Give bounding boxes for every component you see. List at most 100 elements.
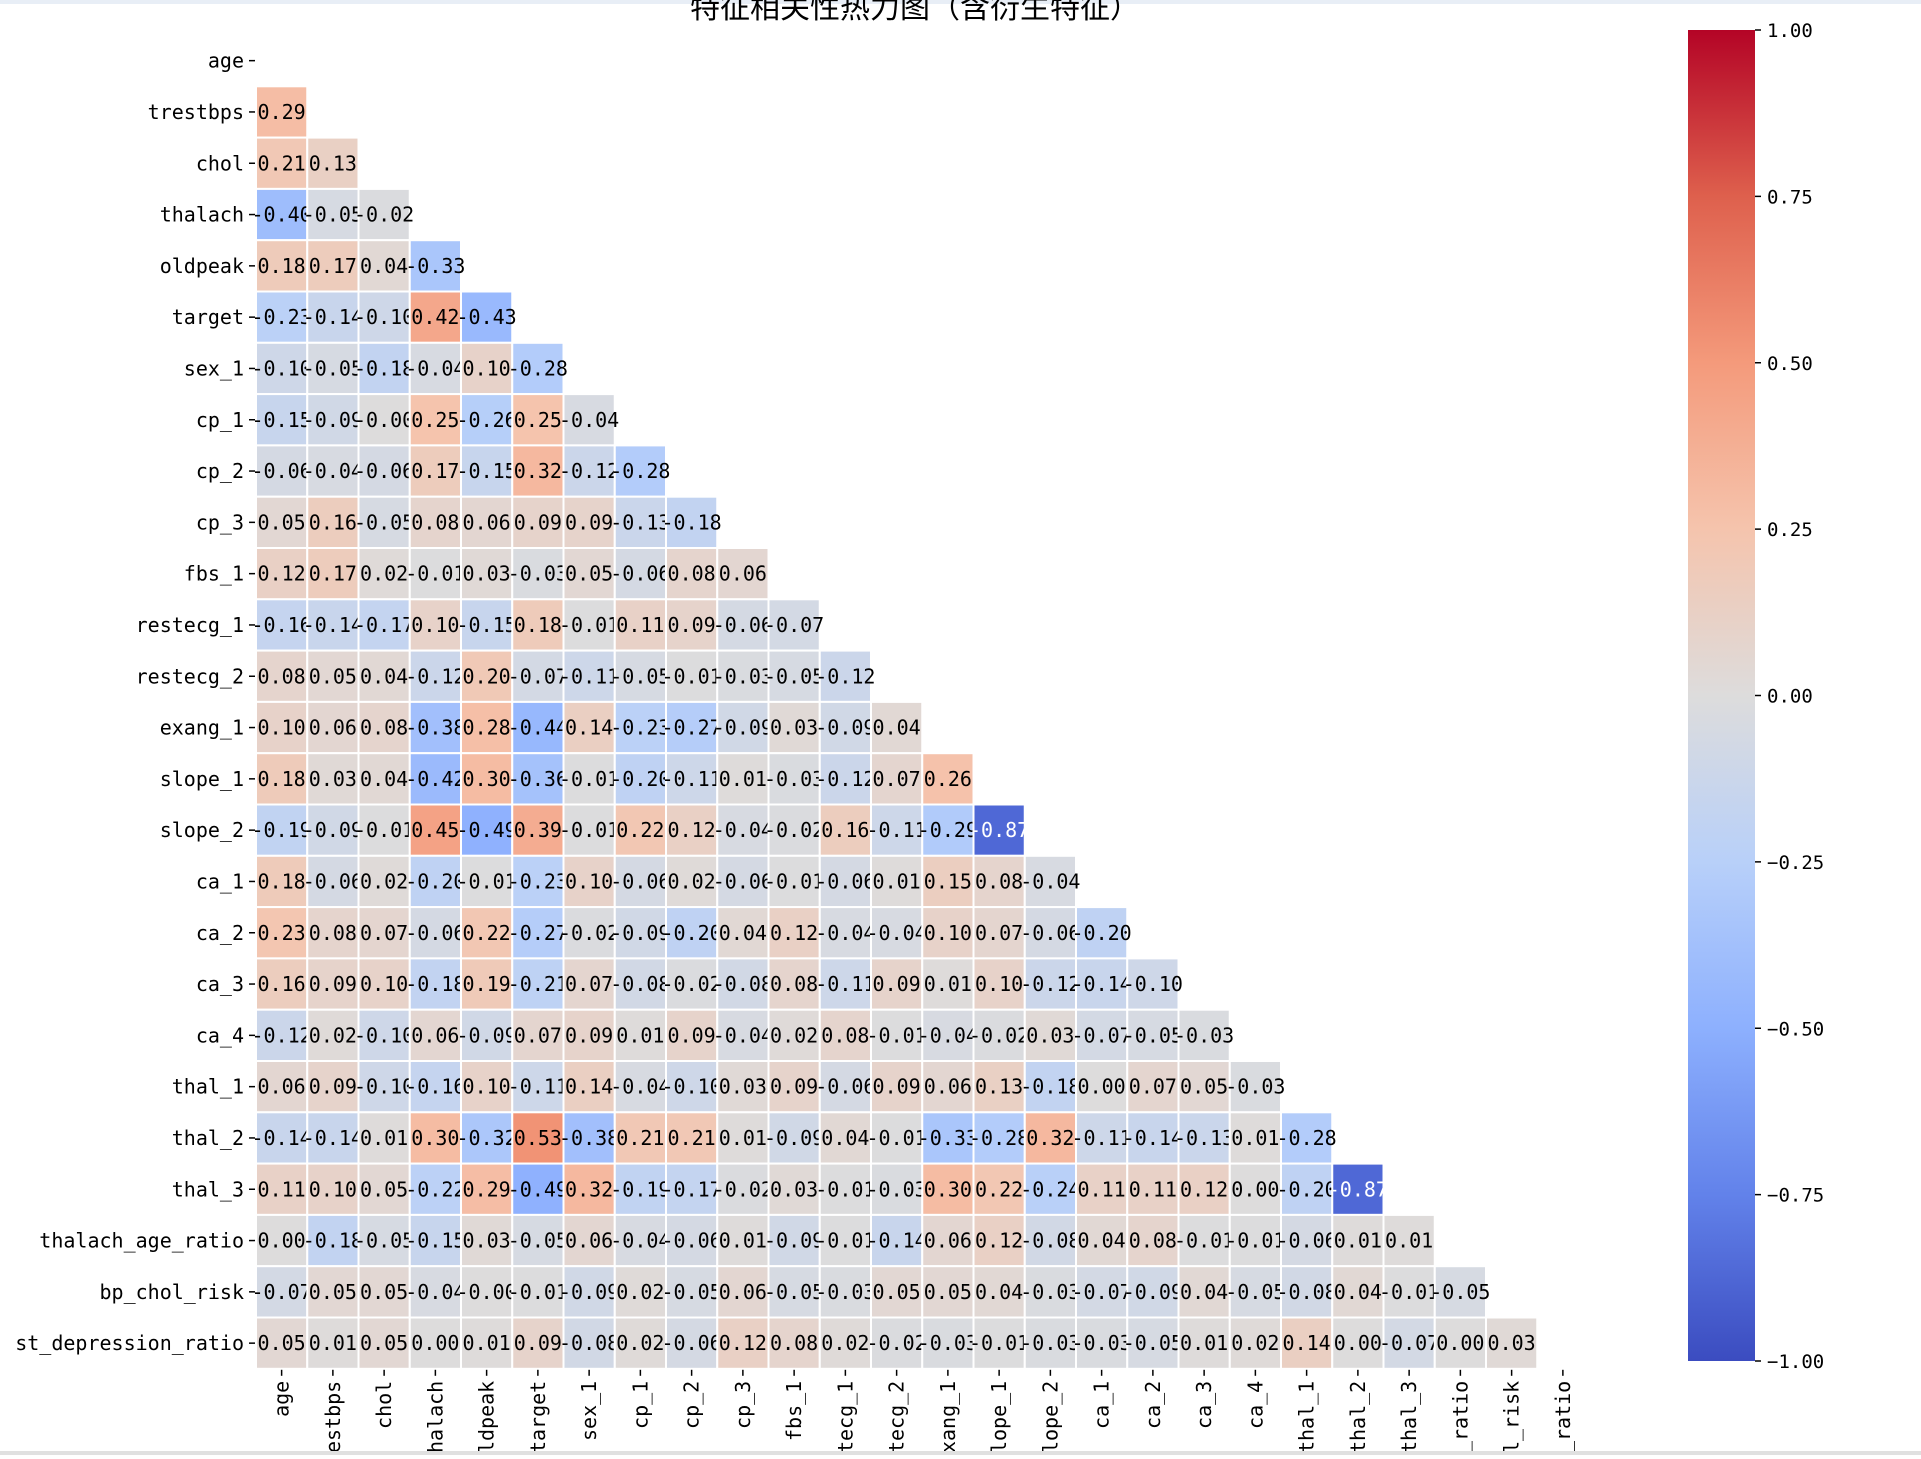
row-tick-label: target — [172, 305, 244, 329]
cell-value-label: -0.03 — [867, 1177, 927, 1201]
cell-value-label: -0.10 — [1123, 972, 1183, 996]
cell-value-label: 0.08 — [821, 1023, 869, 1047]
cell-value-label: 0.20 — [463, 664, 511, 688]
heatmap-cell — [1023, 1265, 1077, 1319]
cell-value-label: -0.05 — [764, 664, 824, 688]
heatmap-cell — [357, 290, 411, 344]
cell-value-label: -0.18 — [405, 972, 465, 996]
row-tick-label: thal_1 — [172, 1075, 244, 1099]
cell-value-label: -0.08 — [1020, 1229, 1080, 1253]
column-tick-label: n_ratio — [1551, 1381, 1575, 1455]
cell-value-label: -0.06 — [713, 613, 773, 637]
cell-value-label: 0.18 — [258, 767, 306, 791]
cell-value-label: 0.07 — [975, 921, 1023, 945]
heatmap-cell — [1280, 1111, 1334, 1165]
cell-value-label: -0.01 — [969, 1331, 1029, 1355]
cell-value-label: 0.04 — [1334, 1280, 1382, 1304]
cell-value-label: 0.26 — [924, 767, 972, 791]
column-tick-label: exang_1 — [936, 1381, 960, 1455]
cell-value-label: -0.11 — [662, 767, 722, 791]
row-tick-label: trestbps — [148, 100, 244, 124]
cell-value-label: -0.18 — [662, 510, 722, 534]
heatmap-cell — [255, 649, 309, 703]
cell-value-label: 0.14 — [1283, 1331, 1331, 1355]
cell-value-label: 0.04 — [360, 254, 408, 278]
cell-value-label: -0.09 — [457, 1023, 517, 1047]
heatmap-cell — [511, 1162, 565, 1216]
cell-value-label: 0.02 — [821, 1331, 869, 1355]
cell-value-label: -0.06 — [354, 459, 414, 483]
cell-value-label: 0.18 — [258, 869, 306, 893]
row-tick-labels: age trestbps chol thalach oldpeak target sex_1… — [15, 49, 255, 1355]
cell-value-label: 0.16 — [821, 818, 869, 842]
heatmap-cell — [921, 1162, 975, 1216]
cell-value-label: -0.14 — [1072, 972, 1132, 996]
heatmap-cell — [357, 393, 411, 447]
cell-value-label: 0.01 — [719, 1229, 767, 1253]
cell-value-label: 0.00 — [1436, 1331, 1484, 1355]
cell-value-label: 0.22 — [616, 818, 664, 842]
cell-value-label: 0.17 — [309, 562, 357, 586]
cell-value-label: -0.06 — [610, 869, 670, 893]
heatmap-cell — [562, 957, 616, 1011]
cell-value-label: -0.06 — [405, 921, 465, 945]
cell-value-label: -0.05 — [303, 203, 363, 227]
colorbar-tick-label: −0.50 — [1767, 1018, 1824, 1040]
cell-value-label: 0.10 — [463, 356, 511, 380]
heatmap-cell — [613, 547, 667, 601]
heatmap-cell — [767, 957, 821, 1011]
cell-value-label: -0.26 — [457, 408, 517, 432]
column-tick-label: fbs_1 — [782, 1381, 806, 1441]
heatmap-cell — [255, 136, 309, 190]
row-tick-label: thal_2 — [172, 1126, 244, 1150]
cell-value-label: -0.03 — [1225, 1075, 1285, 1099]
heatmap-cell — [767, 752, 821, 806]
heatmap-cell — [1177, 1213, 1231, 1268]
heatmap-cell — [716, 957, 770, 1011]
heatmap-cell — [511, 1111, 565, 1165]
cell-value-label: 0.04 — [975, 1280, 1023, 1304]
cell-value-label: 0.05 — [309, 1280, 357, 1304]
cell-value-label: 0.09 — [309, 1075, 357, 1099]
colorbar-tick-label: −1.00 — [1767, 1351, 1824, 1373]
heatmap-cell — [460, 1008, 514, 1063]
heatmap-cell — [408, 1213, 462, 1268]
cell-value-label: -0.06 — [713, 869, 773, 893]
cell-value-label: 0.30 — [411, 1126, 459, 1150]
row-tick-label: cp_3 — [196, 510, 244, 534]
cell-value-label: -0.06 — [662, 1331, 722, 1355]
cell-value-label: -0.05 — [354, 510, 414, 534]
heatmap-cell — [1433, 1265, 1487, 1319]
cell-value-label: 0.21 — [616, 1126, 664, 1150]
heatmap-cell — [306, 1316, 360, 1370]
cell-value-label: 0.02 — [309, 1023, 357, 1047]
cell-value-label: -0.10 — [252, 356, 312, 380]
cell-value-label: -0.04 — [303, 459, 363, 483]
cell-value-label: -0.23 — [252, 305, 312, 329]
cell-value-label: 0.01 — [1231, 1126, 1279, 1150]
cell-value-label: 0.02 — [616, 1280, 664, 1304]
cell-value-label: -0.01 — [867, 1023, 927, 1047]
cell-value-label: -0.02 — [867, 1331, 927, 1355]
cell-value-label: -0.10 — [354, 305, 414, 329]
cell-value-label: -0.02 — [969, 1023, 1029, 1047]
heatmap-cell — [665, 854, 719, 909]
cell-value-label: 0.09 — [873, 1075, 921, 1099]
heatmap-cell — [306, 854, 360, 909]
cell-value-label: 0.02 — [616, 1331, 664, 1355]
cell-value-label: 0.10 — [565, 869, 613, 893]
heatmap-cell — [1280, 1265, 1334, 1319]
cell-value-label: -0.01 — [764, 869, 824, 893]
cell-value-label: -0.03 — [764, 767, 824, 791]
heatmap-cell — [562, 495, 616, 550]
bottom-edge-bar — [0, 1451, 1921, 1455]
cell-value-label: -0.29 — [918, 818, 978, 842]
cell-value-label: -0.09 — [764, 1126, 824, 1150]
cell-value-label: -0.49 — [457, 818, 517, 842]
colorbar-tick-label: 0.50 — [1767, 353, 1813, 375]
heatmap-cell — [460, 341, 514, 396]
cell-value-label: 0.16 — [309, 510, 357, 534]
cell-value-label: 0.09 — [770, 1075, 818, 1099]
cell-value-label: 0.08 — [1129, 1229, 1177, 1253]
cell-value-label: -0.18 — [354, 356, 414, 380]
